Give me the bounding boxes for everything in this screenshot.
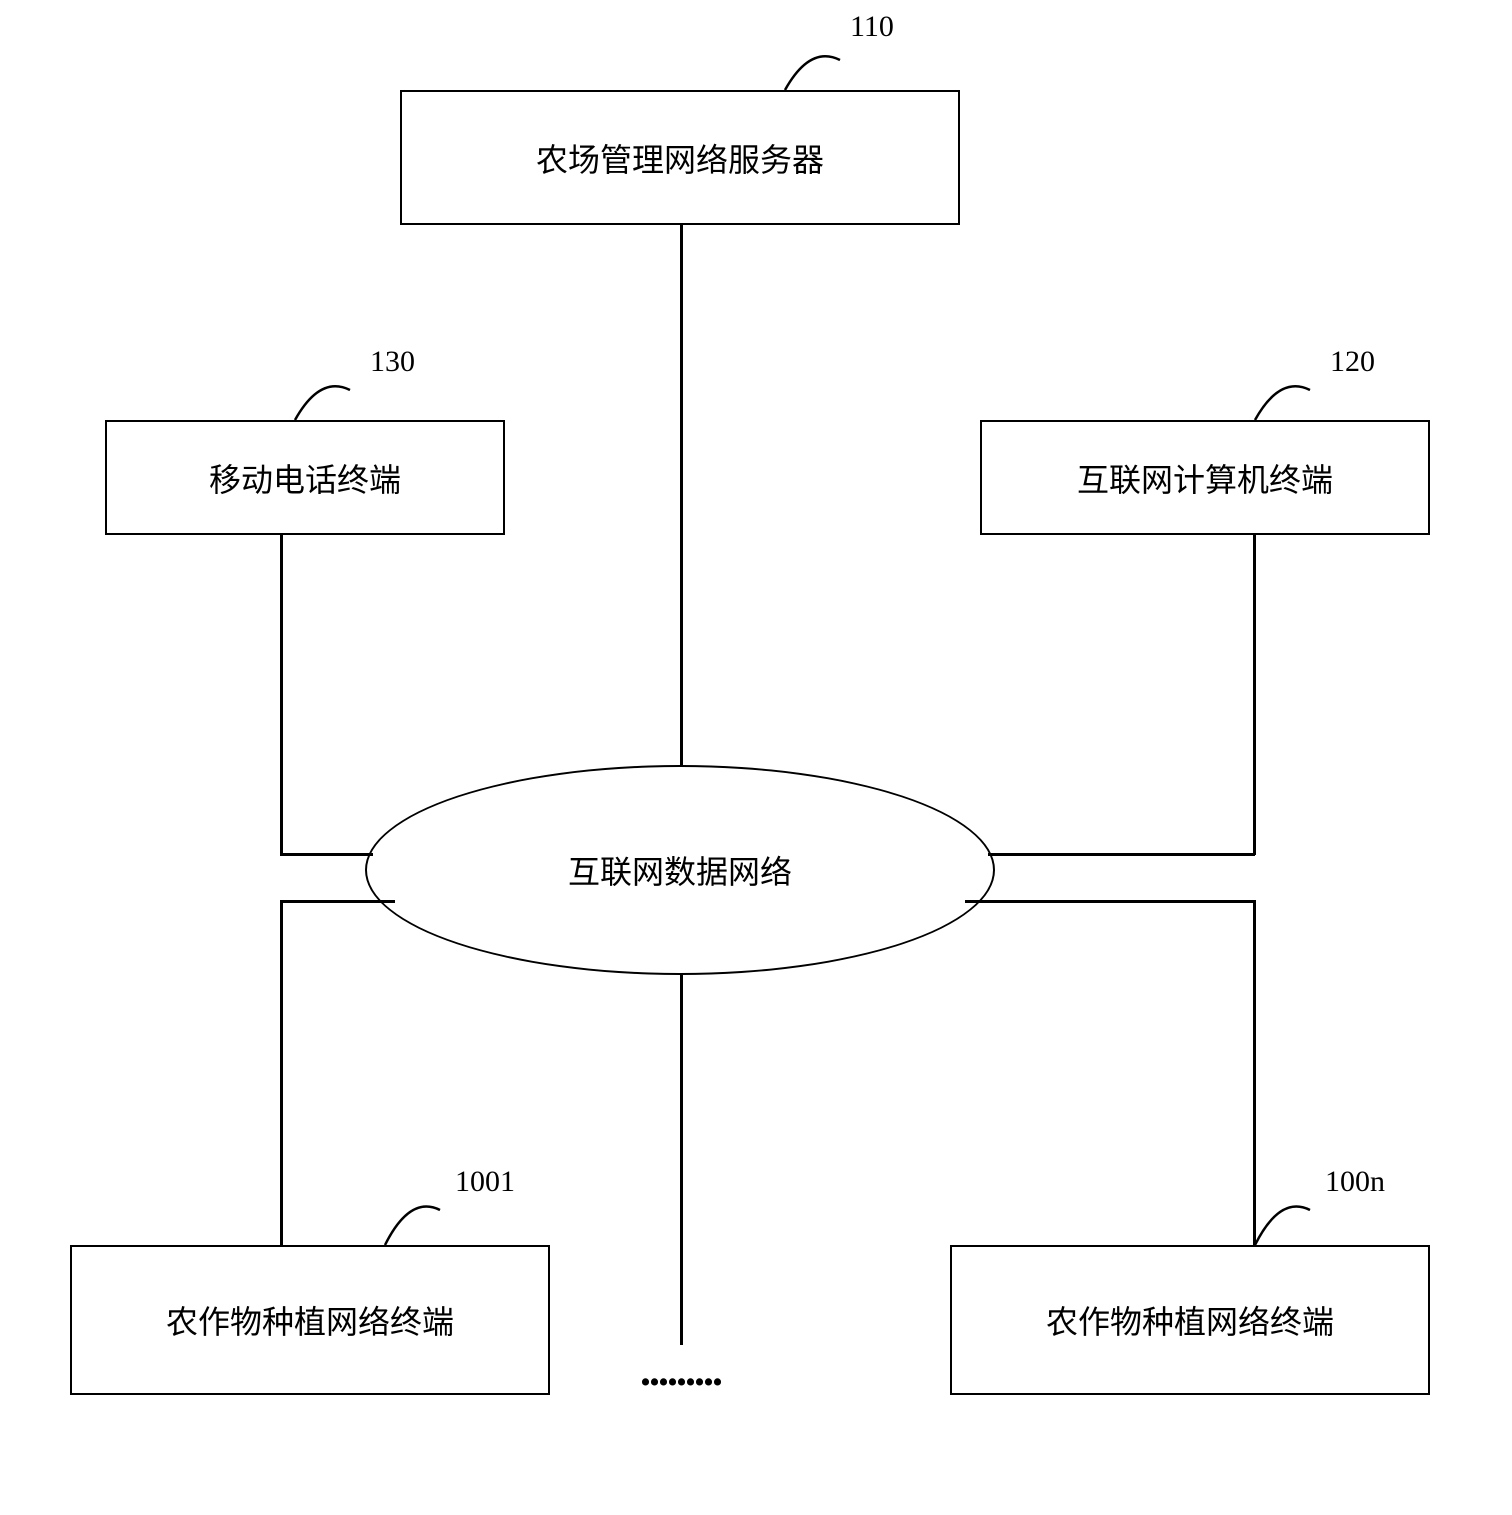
- edge-internet-cropn-h: [965, 900, 1255, 903]
- edge-mobile-internet-v: [280, 535, 283, 855]
- computer-node: 互联网计算机终端: [980, 420, 1430, 535]
- edge-internet-center-down: [680, 975, 683, 1345]
- computer-label: 互联网计算机终端: [1077, 455, 1333, 501]
- ref-100n: 100n: [1325, 1165, 1385, 1199]
- server-node: 农场管理网络服务器: [400, 90, 960, 225]
- edge-internet-cropn-v: [1253, 900, 1256, 1245]
- ref-110: 110: [850, 10, 894, 44]
- edge-internet-crop1-h: [280, 900, 395, 903]
- edge-computer-internet-h: [988, 853, 1255, 856]
- server-label: 农场管理网络服务器: [536, 135, 824, 181]
- crop1-label: 农作物种植网络终端: [166, 1297, 454, 1343]
- ellipsis-dots: .........: [640, 1345, 721, 1396]
- ref-120: 120: [1330, 345, 1375, 379]
- cropn-node: 农作物种植网络终端: [950, 1245, 1430, 1395]
- ref-130: 130: [370, 345, 415, 379]
- mobile-label: 移动电话终端: [209, 455, 401, 501]
- edge-server-internet: [680, 225, 683, 765]
- cropn-label: 农作物种植网络终端: [1046, 1297, 1334, 1343]
- crop1-node: 农作物种植网络终端: [70, 1245, 550, 1395]
- edge-internet-crop1-v: [280, 900, 283, 1245]
- edge-mobile-internet-h: [280, 853, 373, 856]
- ref-1001: 1001: [455, 1165, 515, 1199]
- internet-label: 互联网数据网络: [568, 847, 792, 893]
- mobile-node: 移动电话终端: [105, 420, 505, 535]
- internet-node: 互联网数据网络: [365, 765, 995, 975]
- edge-computer-internet-v: [1253, 535, 1256, 855]
